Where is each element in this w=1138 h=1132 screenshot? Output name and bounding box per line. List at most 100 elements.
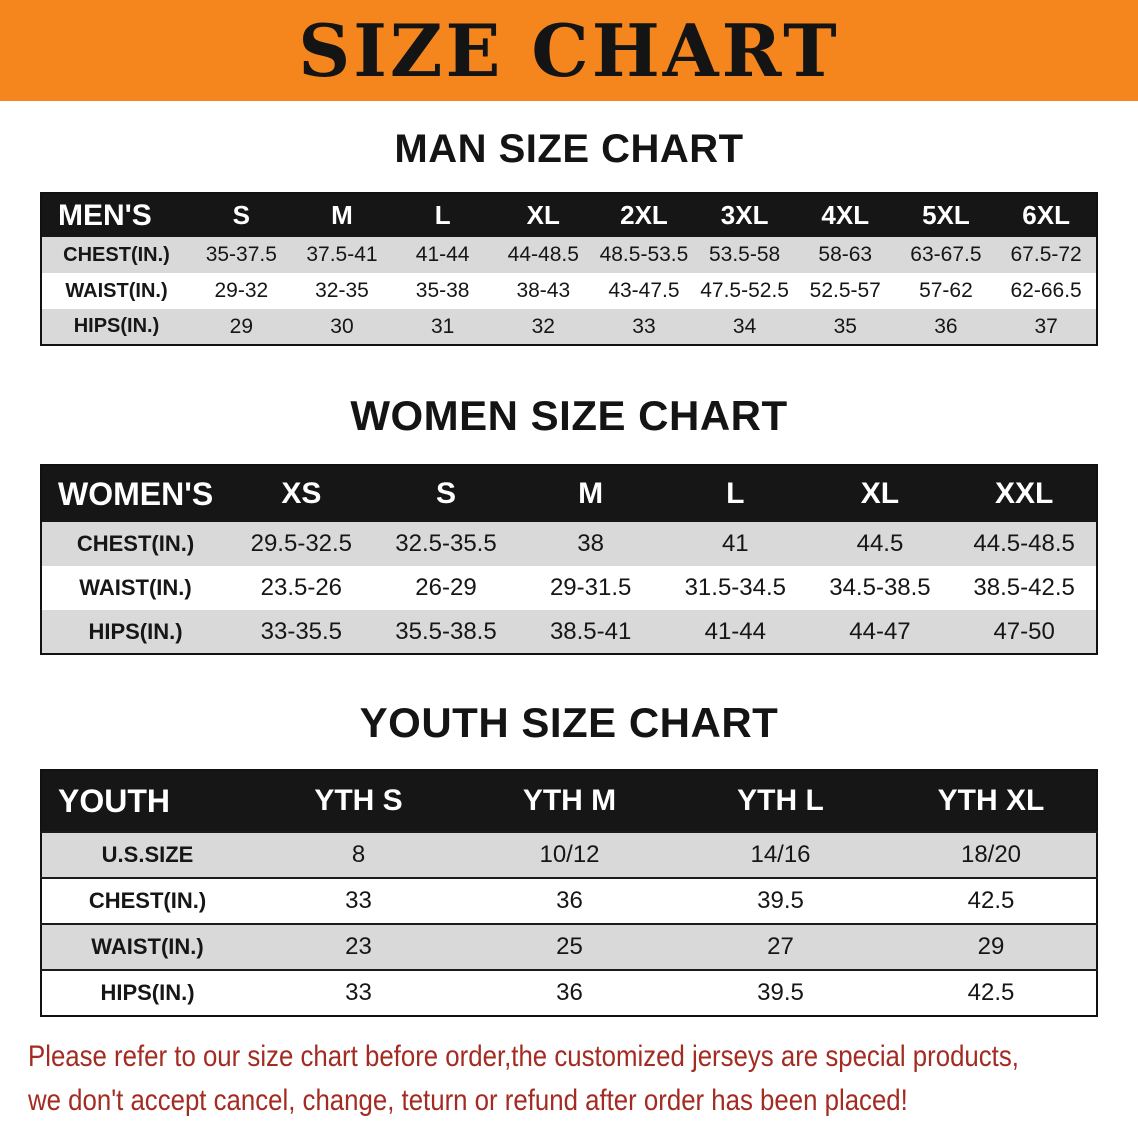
youth-size-table: YOUTH YTH S YTH M YTH L YTH XL U.S.SIZE 8 10/12… xyxy=(40,769,1098,1017)
table-cell: 33 xyxy=(345,979,372,1006)
row-label: HIPS(IN.) xyxy=(100,980,195,1005)
table-header-row: YOUTH YTH S YTH M YTH L YTH XL xyxy=(41,770,1097,832)
section-youth: YOUTH SIZE CHART YOUTH YTH S YTH M YTH L YTH… xyxy=(0,699,1138,1017)
table-cell: 31.5-34.5 xyxy=(684,574,786,601)
disclaimer: Please refer to our size chart before or… xyxy=(0,1035,1138,1122)
disclaimer-line-1: Please refer to our size chart before or… xyxy=(28,1040,1019,1073)
table-cell: 29.5-32.5 xyxy=(250,530,353,557)
row-label: HIPS(IN.) xyxy=(88,618,183,644)
table-row: CHEST(IN.) 35-37.5 37.5-41 41-44 44-48.5 48.5… xyxy=(41,237,1097,273)
table-cell: 25 xyxy=(556,933,583,960)
table-cell: 38.5-42.5 xyxy=(973,574,1075,601)
table-cell: 47.5-52.5 xyxy=(700,279,789,302)
column-header: YTH M xyxy=(522,784,617,817)
row-label: WAIST(IN.) xyxy=(65,279,168,302)
table-cell: 44-48.5 xyxy=(507,243,579,266)
column-header: M xyxy=(331,200,353,230)
table-cell: 33 xyxy=(345,887,372,914)
table-cell: 32-35 xyxy=(315,279,369,302)
table-cell: 29 xyxy=(977,933,1005,960)
table-cell: 33-35.5 xyxy=(260,617,343,645)
table-cell: 52.5-57 xyxy=(809,279,881,302)
table-cell: 8 xyxy=(351,841,366,868)
column-header: S xyxy=(232,200,250,230)
table-cell: 44-47 xyxy=(849,617,911,645)
table-cell: 63-67.5 xyxy=(910,243,982,266)
table-row: WAIST(IN.) 29-32 32-35 35-38 38-43 43-47.5 47.… xyxy=(41,273,1097,309)
youth-size-chart-heading: YOUTH SIZE CHART xyxy=(359,699,779,746)
table-cell: 44.5 xyxy=(856,530,904,557)
table-cell: 26-29 xyxy=(415,574,477,601)
table-cell: 10/12 xyxy=(539,841,600,868)
disclaimer-line-2: we don't accept cancel, change, teturn o… xyxy=(28,1083,908,1117)
table-cell: 32.5-35.5 xyxy=(395,530,497,557)
table-cell: 48.5-53.5 xyxy=(599,243,689,266)
table-cell: 53.5-58 xyxy=(708,243,781,266)
women-size-chart-heading: WOMEN SIZE CHART xyxy=(350,392,788,439)
table-cell: 41-44 xyxy=(704,617,766,645)
column-header: 2XL xyxy=(620,200,668,230)
table-cell: 42.5 xyxy=(967,979,1015,1006)
size-chart-banner: SIZE CHART xyxy=(0,0,1138,101)
column-header: XS xyxy=(281,477,322,510)
banner-title: SIZE CHART xyxy=(298,7,840,93)
table-cell: 38-43 xyxy=(516,279,571,302)
table-cell: 35 xyxy=(833,314,857,338)
table-cell: 39.5 xyxy=(757,887,804,914)
section-men: MAN SIZE CHART MEN'S S M L XL 2XL 3XL 4XL 5XL 6XL… xyxy=(0,127,1138,346)
column-header: XL xyxy=(860,477,900,510)
table-cell: 23.5-26 xyxy=(260,574,343,601)
section-women: WOMEN SIZE CHART WOMEN'S XS S M L XL XXL CHEST(… xyxy=(0,392,1138,655)
table-cell: 34.5-38.5 xyxy=(829,574,931,601)
table-cell: 41 xyxy=(721,530,749,557)
table-cell: 35-38 xyxy=(415,279,470,302)
table-row: HIPS(IN.) 33 36 39.5 42.5 xyxy=(41,970,1097,1016)
column-header: XL xyxy=(526,200,560,230)
column-header: L xyxy=(726,477,745,510)
table-cell: 37.5-41 xyxy=(306,243,378,266)
table-cell: 29-32 xyxy=(214,279,269,302)
table-cell: 47-50 xyxy=(993,617,1055,645)
table-cell: 29 xyxy=(229,314,253,338)
table-cell: 34 xyxy=(732,314,757,338)
table-row: CHEST(IN.) 33 36 39.5 42.5 xyxy=(41,878,1097,924)
row-label: WAIST(IN.) xyxy=(79,575,192,600)
table-header-row: MEN'S S M L XL 2XL 3XL 4XL 5XL 6XL xyxy=(41,193,1097,237)
table-cell: 62-66.5 xyxy=(1010,279,1082,302)
table-cell: 14/16 xyxy=(750,841,811,868)
table-cell: 36 xyxy=(934,314,958,338)
row-label: HIPS(IN.) xyxy=(73,315,160,337)
table-cell: 38.5-41 xyxy=(549,617,632,645)
table-cell: 57-62 xyxy=(919,279,973,302)
table-row: U.S.SIZE 8 10/12 14/16 18/20 xyxy=(41,832,1097,878)
table-cell: 44.5-48.5 xyxy=(973,530,1075,557)
table-cell: 33 xyxy=(632,314,656,338)
table-cell: 41-44 xyxy=(415,243,470,266)
women-size-table: WOMEN'S XS S M L XL XXL CHEST(IN.) 29.5-32.5 32.5… xyxy=(40,464,1098,655)
table-cell: 43-47.5 xyxy=(608,279,680,302)
table-row: CHEST(IN.) 29.5-32.5 32.5-35.5 38 41 44.5 44.5… xyxy=(41,522,1097,566)
table-title-cell: YOUTH xyxy=(58,782,170,819)
column-header: YTH XL xyxy=(937,784,1045,817)
column-header: 4XL xyxy=(821,200,870,230)
table-cell: 18/20 xyxy=(960,841,1022,868)
table-row: WAIST(IN.) 23.5-26 26-29 29-31.5 31.5-34.5 34… xyxy=(41,566,1097,610)
row-label: U.S.SIZE xyxy=(101,842,194,867)
column-header: YTH S xyxy=(314,784,403,817)
table-cell: 39.5 xyxy=(757,979,804,1006)
men-size-chart-heading: MAN SIZE CHART xyxy=(394,127,744,171)
table-cell: 31 xyxy=(430,314,455,338)
table-cell: 67.5-72 xyxy=(1010,243,1082,266)
table-title-cell: WOMEN'S xyxy=(58,475,214,512)
column-header: 6XL xyxy=(1022,200,1070,230)
row-label: CHEST(IN.) xyxy=(63,243,170,266)
table-cell: 30 xyxy=(330,314,354,338)
men-size-table: MEN'S S M L XL 2XL 3XL 4XL 5XL 6XL CHEST(IN.) 35-37… xyxy=(40,192,1098,346)
table-cell: 32 xyxy=(531,314,555,338)
table-cell: 36 xyxy=(556,887,583,914)
table-cell: 23 xyxy=(345,933,372,960)
table-cell: 35.5-38.5 xyxy=(395,617,497,645)
table-row: WAIST(IN.) 23 25 27 29 xyxy=(41,924,1097,970)
row-label: CHEST(IN.) xyxy=(88,888,207,913)
